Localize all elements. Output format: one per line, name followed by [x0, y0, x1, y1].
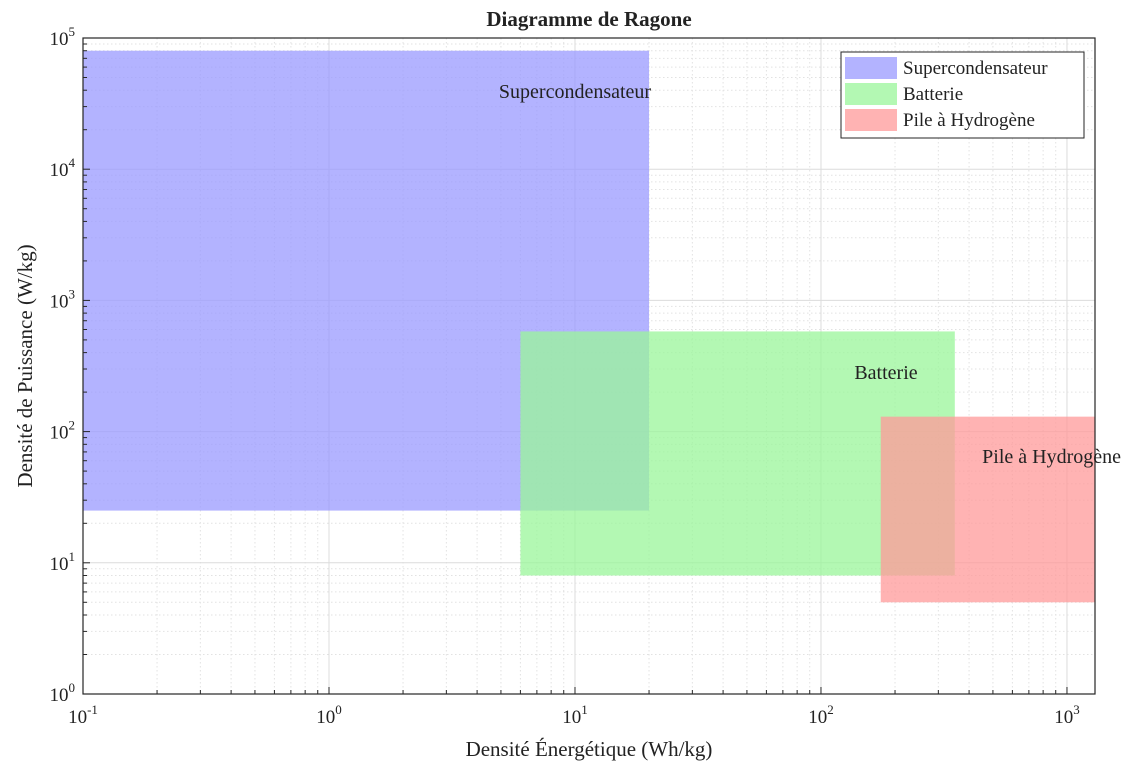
regions: [83, 50, 1095, 603]
x-tick-label: 103: [1054, 702, 1080, 728]
chart-title: Diagramme de Ragone: [486, 7, 691, 31]
legend-entry-label: Pile à Hydrogène: [903, 110, 1035, 131]
x-tick-label: 100: [316, 702, 342, 728]
y-tick-label: 103: [50, 286, 76, 312]
x-axis-label: Densité Énergétique (Wh/kg): [466, 737, 713, 761]
legend-entry-label: Batterie: [903, 84, 963, 105]
x-tick-label: 101: [562, 702, 588, 728]
y-tick-label: 101: [50, 549, 76, 575]
y-axis-label: Densité de Puissance (W/kg): [13, 244, 37, 487]
plot-area-border: [82, 37, 1096, 695]
region-labels: Supercondensateur Batterie Pile à Hydrogèn…: [499, 81, 1121, 468]
region-label-batterie: Batterie: [854, 362, 917, 384]
legend: Supercondensateur Batterie Pile à Hydrogèn…: [840, 51, 1085, 139]
y-tick-label: 104: [50, 155, 76, 181]
region-label-supercondensateur: Supercondensateur: [499, 81, 652, 103]
legend-swatch: [845, 83, 897, 105]
x-tick-label: 10-1: [68, 702, 98, 728]
region-pile-hydrog-ne: [880, 416, 1095, 603]
region-label-pile-hydrog-ne: Pile à Hydrogène: [982, 446, 1121, 468]
legend-entry-label: Supercondensateur: [903, 58, 1048, 79]
legend-swatch: [845, 109, 897, 131]
legend-swatch: [845, 57, 897, 79]
x-tick-label: 102: [808, 702, 834, 728]
y-tick-label: 105: [50, 24, 76, 50]
y-tick-label: 100: [50, 680, 76, 706]
y-tick-label: 102: [50, 418, 76, 444]
